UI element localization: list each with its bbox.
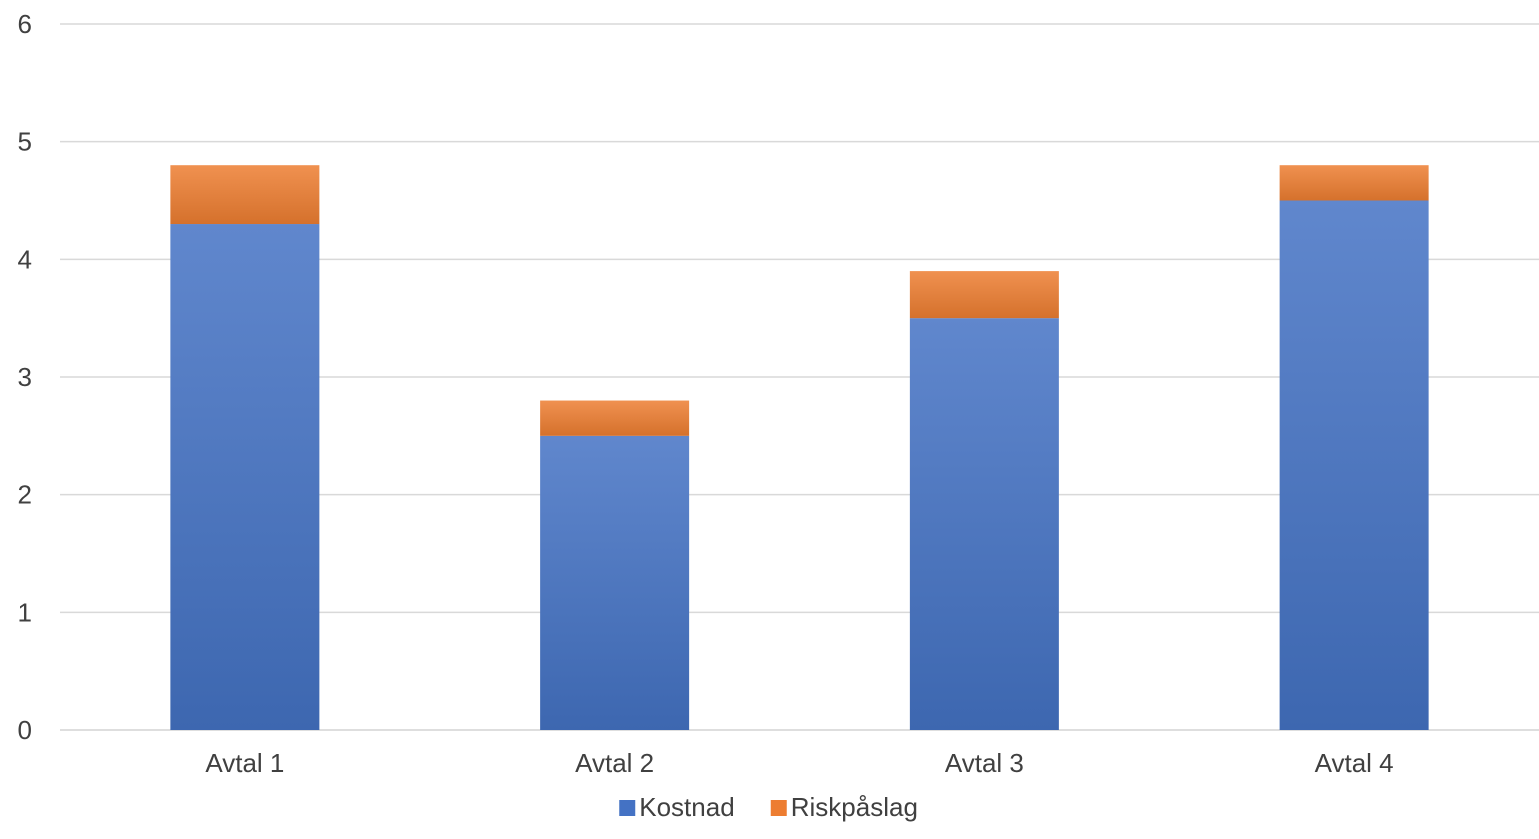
y-tick-label: 3 [18, 362, 32, 392]
y-tick-label: 5 [18, 127, 32, 157]
bars [170, 165, 1429, 731]
y-tick-label: 0 [18, 715, 32, 745]
bar-kostnad-4 [1279, 200, 1429, 730]
x-axis-ticks: Avtal 1 Avtal 2 Avtal 3 Avtal 4 [205, 748, 1393, 778]
x-tick-label: Avtal 4 [1315, 748, 1394, 778]
legend-label: Kostnad [639, 792, 734, 822]
x-tick-label: Avtal 1 [205, 748, 284, 778]
y-axis-ticks: 0 1 2 3 4 5 6 [18, 9, 32, 745]
bar-riskp-slag-1 [170, 165, 320, 225]
legend-swatch [619, 800, 636, 816]
y-tick-label: 2 [18, 480, 32, 510]
x-tick-label: Avtal 2 [575, 748, 654, 778]
bar-kostnad-2 [540, 435, 690, 730]
bar-kostnad-3 [909, 318, 1059, 730]
bar-kostnad-1 [170, 224, 320, 731]
legend: Kostnad Riskpåslag [619, 792, 918, 822]
y-tick-label: 4 [18, 244, 32, 274]
legend-item-riskp-slag: Riskpåslag [770, 792, 918, 822]
legend-label: Riskpåslag [791, 792, 918, 822]
bar-riskp-slag-2 [540, 400, 690, 436]
y-tick-label: 1 [18, 597, 32, 627]
bar-riskp-slag-3 [909, 271, 1059, 319]
legend-item-kostnad: Kostnad [619, 792, 735, 822]
bar-riskp-slag-4 [1279, 165, 1429, 201]
y-tick-label: 6 [18, 9, 32, 39]
x-tick-label: Avtal 3 [945, 748, 1024, 778]
legend-swatch [770, 800, 787, 816]
